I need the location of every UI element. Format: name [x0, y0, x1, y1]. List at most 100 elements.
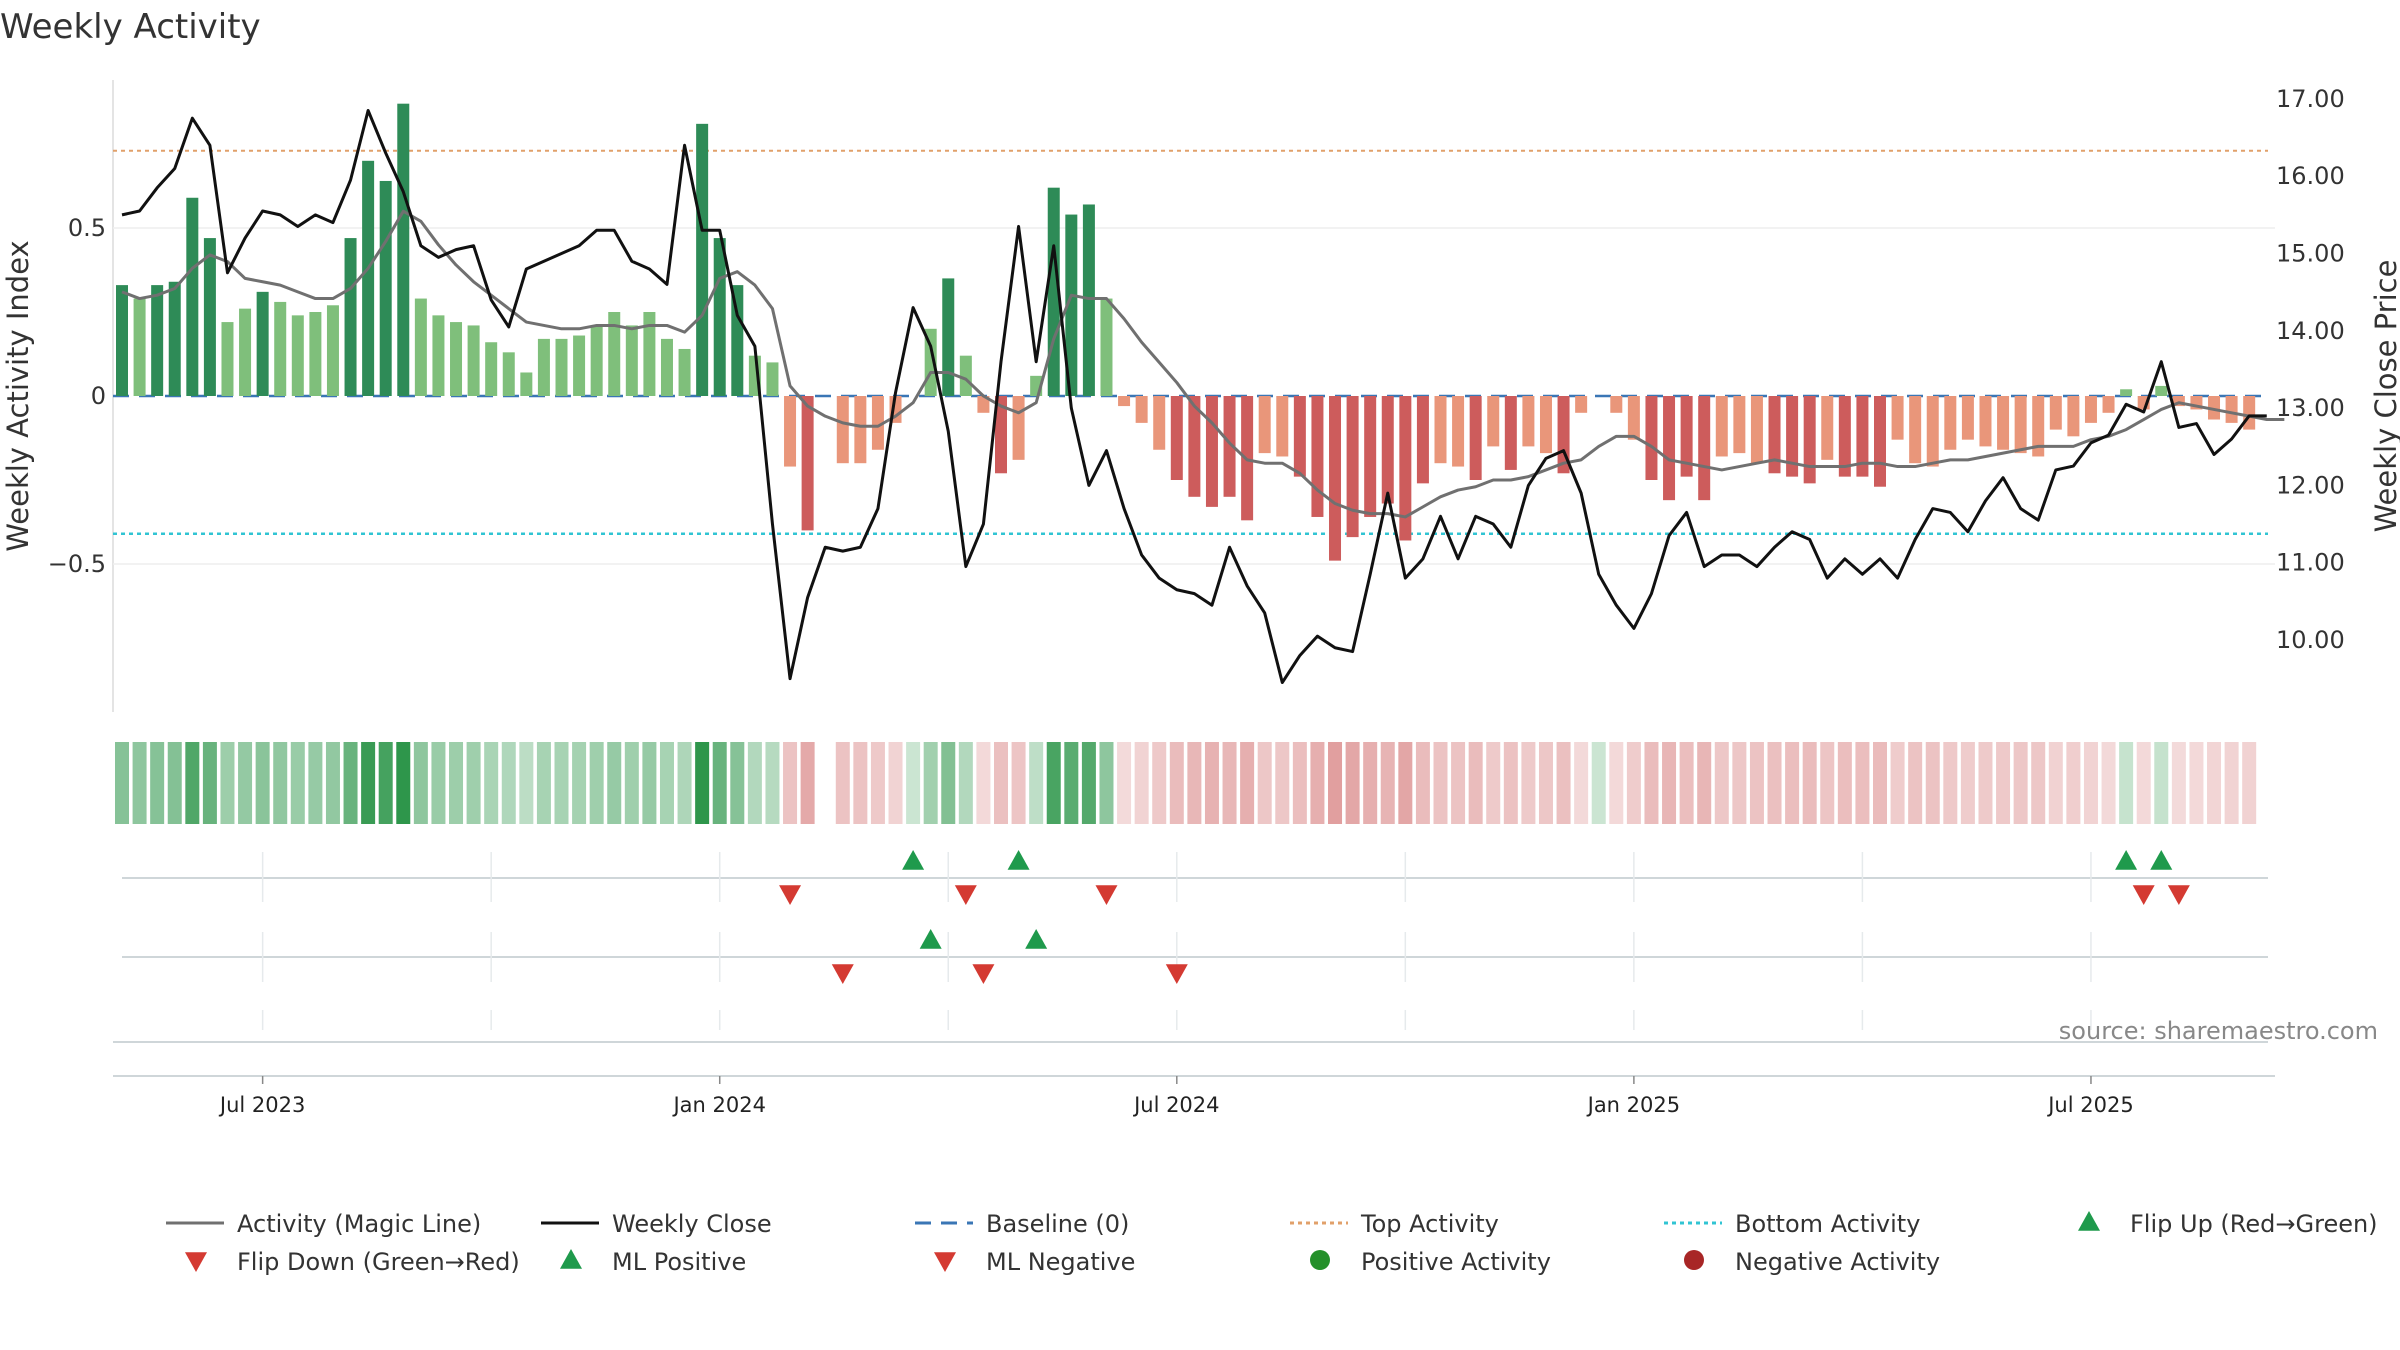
heat-cell: [2136, 742, 2151, 824]
heat-cell: [1204, 742, 1219, 824]
heat-cell: [659, 742, 674, 824]
heat-cell: [906, 742, 921, 824]
heat-cell: [1732, 742, 1747, 824]
heat-cell: [642, 742, 657, 824]
activity-bar: [1346, 396, 1359, 538]
activity-bar: [1838, 396, 1851, 477]
heat-cell: [1749, 742, 1764, 824]
heat-cell: [115, 742, 129, 824]
heat-cell: [554, 742, 569, 824]
heat-cell: [308, 742, 323, 824]
ml-positive-marker: [1025, 929, 1048, 949]
legend-item: Flip Up (Red→Green): [2078, 1210, 2378, 1238]
activity-bar: [1821, 396, 1834, 460]
legend-label: Weekly Close: [612, 1210, 772, 1238]
activity-bar: [326, 305, 339, 396]
heat-cell: [501, 742, 516, 824]
right-axis-ticks: 17.00 16.00 15.00 14.00 13.00 12.00 11.00 10.00: [2276, 85, 2345, 654]
activity-bar: [309, 312, 322, 396]
heat-cell: [712, 742, 727, 824]
heat-cell: [484, 742, 499, 824]
activity-bar: [1153, 396, 1166, 450]
activity-bar: [2225, 396, 2238, 423]
activity-bar: [766, 362, 779, 396]
heat-cell: [1328, 742, 1343, 824]
activity-bar: [1504, 396, 1517, 470]
activity-bar: [1715, 396, 1728, 457]
activity-bar: [1803, 396, 1816, 484]
heat-cell: [1398, 742, 1413, 824]
activity-bar: [1997, 396, 2010, 450]
source-credit: source: sharemaestro.com: [2059, 1017, 2378, 1045]
heat-cell: [923, 742, 938, 824]
heat-cell: [2154, 742, 2169, 824]
heat-cell: [1873, 742, 1887, 824]
activity-bar: [379, 180, 392, 396]
activity-bar: [1539, 396, 1552, 454]
heat-cell: [1169, 742, 1184, 824]
activity-bar: [2208, 396, 2221, 420]
heat-cell: [1767, 742, 1782, 824]
heat-cell: [1081, 742, 1096, 824]
x-tick-label: Jan 2024: [671, 1093, 766, 1117]
heat-cell: [1714, 742, 1729, 824]
legend-swatch: [2078, 1211, 2100, 1231]
activity-bar: [1575, 396, 1588, 413]
heat-cell: [1117, 742, 1132, 824]
flip-down-marker: [2167, 885, 2190, 905]
heat-cell: [361, 742, 376, 824]
activity-bar: [1170, 396, 1183, 480]
heat-cell: [870, 742, 885, 824]
heat-cell: [1626, 742, 1641, 824]
x-tick-label: Jul 2025: [2046, 1093, 2133, 1117]
flip-down-marker: [954, 885, 977, 905]
legend-item: Flip Down (Green→Red): [185, 1248, 520, 1276]
heat-cell: [1310, 742, 1325, 824]
heat-cell: [431, 742, 446, 824]
heat-cell: [1345, 742, 1360, 824]
main-panel: 0.50−0.5 17.0016.0015.0014.0013.0012.001…: [1, 80, 2400, 712]
heat-cell: [2119, 742, 2134, 824]
activity-bar: [151, 285, 164, 396]
heat-cell: [290, 742, 305, 824]
activity-bar: [362, 160, 375, 396]
heat-cell: [2048, 742, 2063, 824]
signal-markers: [779, 850, 2190, 984]
heat-cell: [1503, 742, 1518, 824]
legend-label: Negative Activity: [1735, 1248, 1940, 1276]
right-tick-label: 11.00: [2276, 549, 2345, 577]
ml-negative-marker: [972, 964, 995, 984]
activity-bar: [1961, 396, 1974, 440]
flip-up-marker: [2150, 850, 2173, 870]
legend-item: Bottom Activity: [1664, 1210, 1920, 1238]
ml-negative-marker: [1165, 964, 1188, 984]
heat-cell: [1257, 742, 1272, 824]
activity-bar: [397, 103, 410, 397]
heat-cell: [730, 742, 745, 824]
y-axis-left-label: Weekly Activity Index: [1, 240, 35, 551]
heat-cell: [132, 742, 147, 824]
right-tick-label: 17.00: [2276, 85, 2345, 113]
activity-bar: [977, 396, 990, 413]
heat-cell: [1855, 742, 1870, 824]
signal-panel: Jul 2023 Jan 2024 Jul 2024 Jan 2025 Jul 2025…: [113, 850, 2378, 1117]
right-tick-label: 12.00: [2276, 471, 2345, 499]
legend-item: Negative Activity: [1684, 1248, 1940, 1276]
activity-bar: [1733, 396, 1746, 454]
heat-cell: [677, 742, 692, 824]
heat-cell: [2066, 742, 2081, 824]
activity-bar: [2049, 396, 2062, 430]
activity-bar: [854, 396, 867, 464]
activity-bar: [959, 355, 972, 396]
legend-swatch: [560, 1249, 582, 1269]
activity-bar: [1750, 396, 1763, 464]
signal-gridlines: [261, 852, 2092, 1030]
activity-bar: [2067, 396, 2080, 437]
activity-bar: [1311, 396, 1324, 517]
activity-bar: [256, 291, 269, 396]
activity-bar: [1786, 396, 1799, 477]
left-axis-ticks: 0.5 0 −0.5: [48, 214, 106, 578]
legend-item: Baseline (0): [915, 1210, 1129, 1238]
activity-bar: [2243, 396, 2256, 430]
